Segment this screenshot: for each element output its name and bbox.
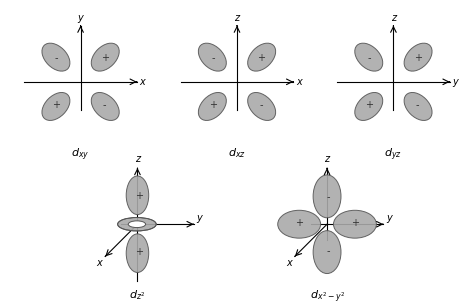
- Text: $d_{z^2}$: $d_{z^2}$: [129, 288, 146, 302]
- Ellipse shape: [118, 218, 156, 231]
- Text: +: +: [295, 218, 303, 228]
- Text: y: y: [386, 213, 392, 223]
- Text: z: z: [235, 13, 239, 23]
- Text: -: -: [367, 53, 371, 63]
- Text: -: -: [259, 100, 263, 110]
- Text: +: +: [53, 100, 61, 110]
- Text: z: z: [325, 154, 329, 164]
- Ellipse shape: [198, 43, 226, 71]
- Text: $d_{xy}$: $d_{xy}$: [72, 146, 90, 162]
- Ellipse shape: [248, 43, 276, 71]
- Ellipse shape: [355, 92, 383, 121]
- Ellipse shape: [313, 175, 341, 218]
- Text: -: -: [327, 246, 330, 256]
- Text: +: +: [100, 53, 109, 63]
- Text: +: +: [135, 191, 143, 201]
- Ellipse shape: [198, 92, 226, 121]
- Text: +: +: [135, 247, 143, 257]
- Text: -: -: [327, 192, 330, 202]
- Ellipse shape: [313, 231, 341, 274]
- Text: -: -: [55, 53, 58, 63]
- Text: y: y: [78, 13, 83, 23]
- Text: z: z: [135, 154, 140, 164]
- Ellipse shape: [91, 92, 119, 121]
- Ellipse shape: [248, 92, 276, 121]
- Ellipse shape: [126, 234, 149, 272]
- Text: +: +: [413, 53, 421, 63]
- Text: -: -: [416, 100, 419, 110]
- Text: -: -: [103, 100, 107, 110]
- Text: x: x: [139, 77, 146, 87]
- Text: y: y: [196, 213, 202, 223]
- Ellipse shape: [91, 43, 119, 71]
- Ellipse shape: [42, 43, 70, 71]
- Text: +: +: [209, 100, 217, 110]
- Ellipse shape: [355, 43, 383, 71]
- Text: +: +: [257, 53, 265, 63]
- Text: $d_{yz}$: $d_{yz}$: [384, 146, 402, 162]
- Text: z: z: [391, 13, 396, 23]
- Ellipse shape: [404, 43, 432, 71]
- Text: x: x: [286, 258, 292, 268]
- Ellipse shape: [334, 210, 376, 238]
- Text: x: x: [296, 77, 302, 87]
- Ellipse shape: [126, 176, 149, 215]
- Ellipse shape: [42, 92, 70, 121]
- Text: x: x: [96, 258, 102, 268]
- Text: $d_{x^2-y^2}$: $d_{x^2-y^2}$: [310, 288, 345, 303]
- Text: +: +: [351, 218, 359, 228]
- Text: $d_{xz}$: $d_{xz}$: [228, 146, 246, 160]
- Ellipse shape: [404, 92, 432, 121]
- Ellipse shape: [128, 221, 146, 228]
- Text: y: y: [452, 77, 458, 87]
- Text: +: +: [365, 100, 374, 110]
- Ellipse shape: [278, 210, 320, 238]
- Text: -: -: [211, 53, 215, 63]
